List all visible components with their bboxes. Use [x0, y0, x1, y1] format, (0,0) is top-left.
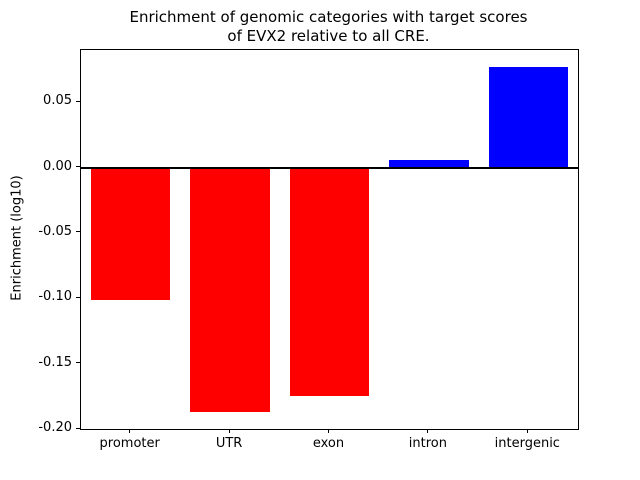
y-tick-mark — [76, 296, 80, 298]
x-tick-mark — [427, 429, 429, 433]
chart-title-line-2: of EVX2 relative to all CRE. — [227, 27, 430, 45]
y-tick-label: -0.05 — [38, 223, 72, 239]
x-tick-label-UTR: UTR — [215, 436, 243, 451]
y-tick-mark — [76, 427, 80, 429]
x-tick-label-intron: intron — [408, 436, 447, 451]
chart-title-line-1: Enrichment of genomic categories with ta… — [129, 8, 528, 26]
y-tick-mark — [76, 362, 80, 364]
x-tick-mark — [328, 429, 329, 433]
x-tick-mark — [526, 429, 528, 433]
y-tick-label: -0.15 — [38, 354, 72, 370]
x-tick-mark — [228, 429, 230, 433]
bar-intron — [389, 159, 469, 168]
y-tick-label: -0.10 — [38, 289, 72, 305]
y-tick-label: 0.05 — [43, 93, 72, 109]
chart-title: Enrichment of genomic categories with ta… — [80, 8, 577, 46]
y-tick-label: 0.00 — [43, 158, 72, 174]
bar-UTR — [190, 167, 270, 412]
bar-exon — [289, 167, 370, 397]
plot-area — [80, 49, 579, 430]
x-tick-label-exon: exon — [312, 436, 345, 451]
y-tick-mark — [76, 166, 80, 168]
y-tick-mark — [76, 231, 80, 233]
bar-promoter — [90, 167, 171, 300]
zero-line — [81, 166, 578, 169]
x-tick-mark — [129, 429, 131, 433]
y-tick-mark — [76, 100, 80, 102]
x-tick-label-promoter: promoter — [99, 436, 160, 451]
y-tick-label: -0.20 — [38, 420, 72, 435]
bar-intergenic — [488, 66, 569, 168]
x-tick-label-intergenic: intergenic — [494, 436, 560, 451]
